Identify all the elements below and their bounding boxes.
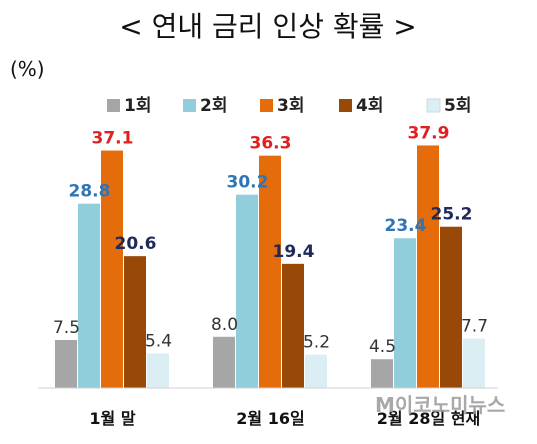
legend-swatch-1 — [107, 99, 120, 112]
data-label-1-2: 28.8 — [69, 182, 111, 202]
legend: 1회 2회 3회 4회 5회 — [107, 96, 471, 116]
data-label-3-2: 23.4 — [385, 216, 427, 236]
unit-label: (%) — [10, 57, 45, 81]
data-label-1-5: 5.4 — [145, 331, 172, 351]
category-label-2: 2월 16일 — [236, 409, 304, 428]
bar-3-1 — [371, 359, 393, 388]
bar-2-1 — [213, 336, 235, 388]
chart-title: < 연내 금리 인상 확률 > — [119, 10, 417, 43]
category-label-3: 2월 28일 현재 — [377, 409, 480, 428]
data-label-1-4: 20.6 — [115, 234, 157, 254]
legend-label-5: 5회 — [444, 96, 471, 116]
legend-swatch-5 — [426, 98, 441, 113]
bar-2-2 — [236, 194, 258, 388]
bar-1-4 — [124, 256, 146, 388]
data-label-2-3: 36.3 — [250, 134, 292, 154]
category-labels: 1월 말 2월 16일 2월 28일 현재 — [89, 409, 480, 428]
data-label-3-5: 7.7 — [461, 317, 488, 337]
data-label-3-3: 37.9 — [408, 123, 450, 143]
legend-swatch-3 — [260, 99, 273, 112]
legend-label-4: 4회 — [356, 96, 383, 116]
legend-label-1: 1회 — [124, 96, 151, 116]
legend-swatch-4 — [339, 99, 352, 112]
data-label-1-3: 37.1 — [92, 129, 134, 149]
bar-1-3 — [101, 150, 123, 388]
data-label-2-1: 8.0 — [211, 315, 238, 335]
data-label-2-5: 5.2 — [303, 333, 330, 353]
watermark: M이코노미뉴스 — [375, 393, 505, 417]
bar-2-4 — [282, 263, 304, 388]
legend-label-2: 2회 — [200, 96, 227, 116]
legend-label-3: 3회 — [277, 96, 304, 116]
bar-3-5 — [463, 338, 485, 388]
data-label-2-2: 30.2 — [227, 173, 269, 193]
bar-1-2 — [78, 203, 100, 388]
data-labels: 7.5 28.8 37.1 20.6 5.4 8.0 30.2 36.3 19.4 5.2 4.5 2… — [53, 123, 488, 357]
data-label-3-4: 25.2 — [431, 205, 473, 225]
category-label-1: 1월 말 — [89, 409, 135, 428]
bar-1-1 — [55, 340, 77, 388]
bar-3-4 — [440, 226, 462, 388]
bar-2-3 — [259, 155, 281, 388]
bar-2-5 — [305, 354, 327, 388]
bar-1-5 — [147, 353, 169, 388]
bar-3-2 — [394, 238, 416, 388]
bar-3-3 — [417, 145, 439, 388]
legend-swatch-2 — [183, 99, 196, 112]
bars — [55, 145, 485, 388]
data-label-3-1: 4.5 — [369, 337, 396, 357]
data-label-2-4: 19.4 — [273, 242, 315, 262]
data-label-1-1: 7.5 — [53, 318, 80, 338]
